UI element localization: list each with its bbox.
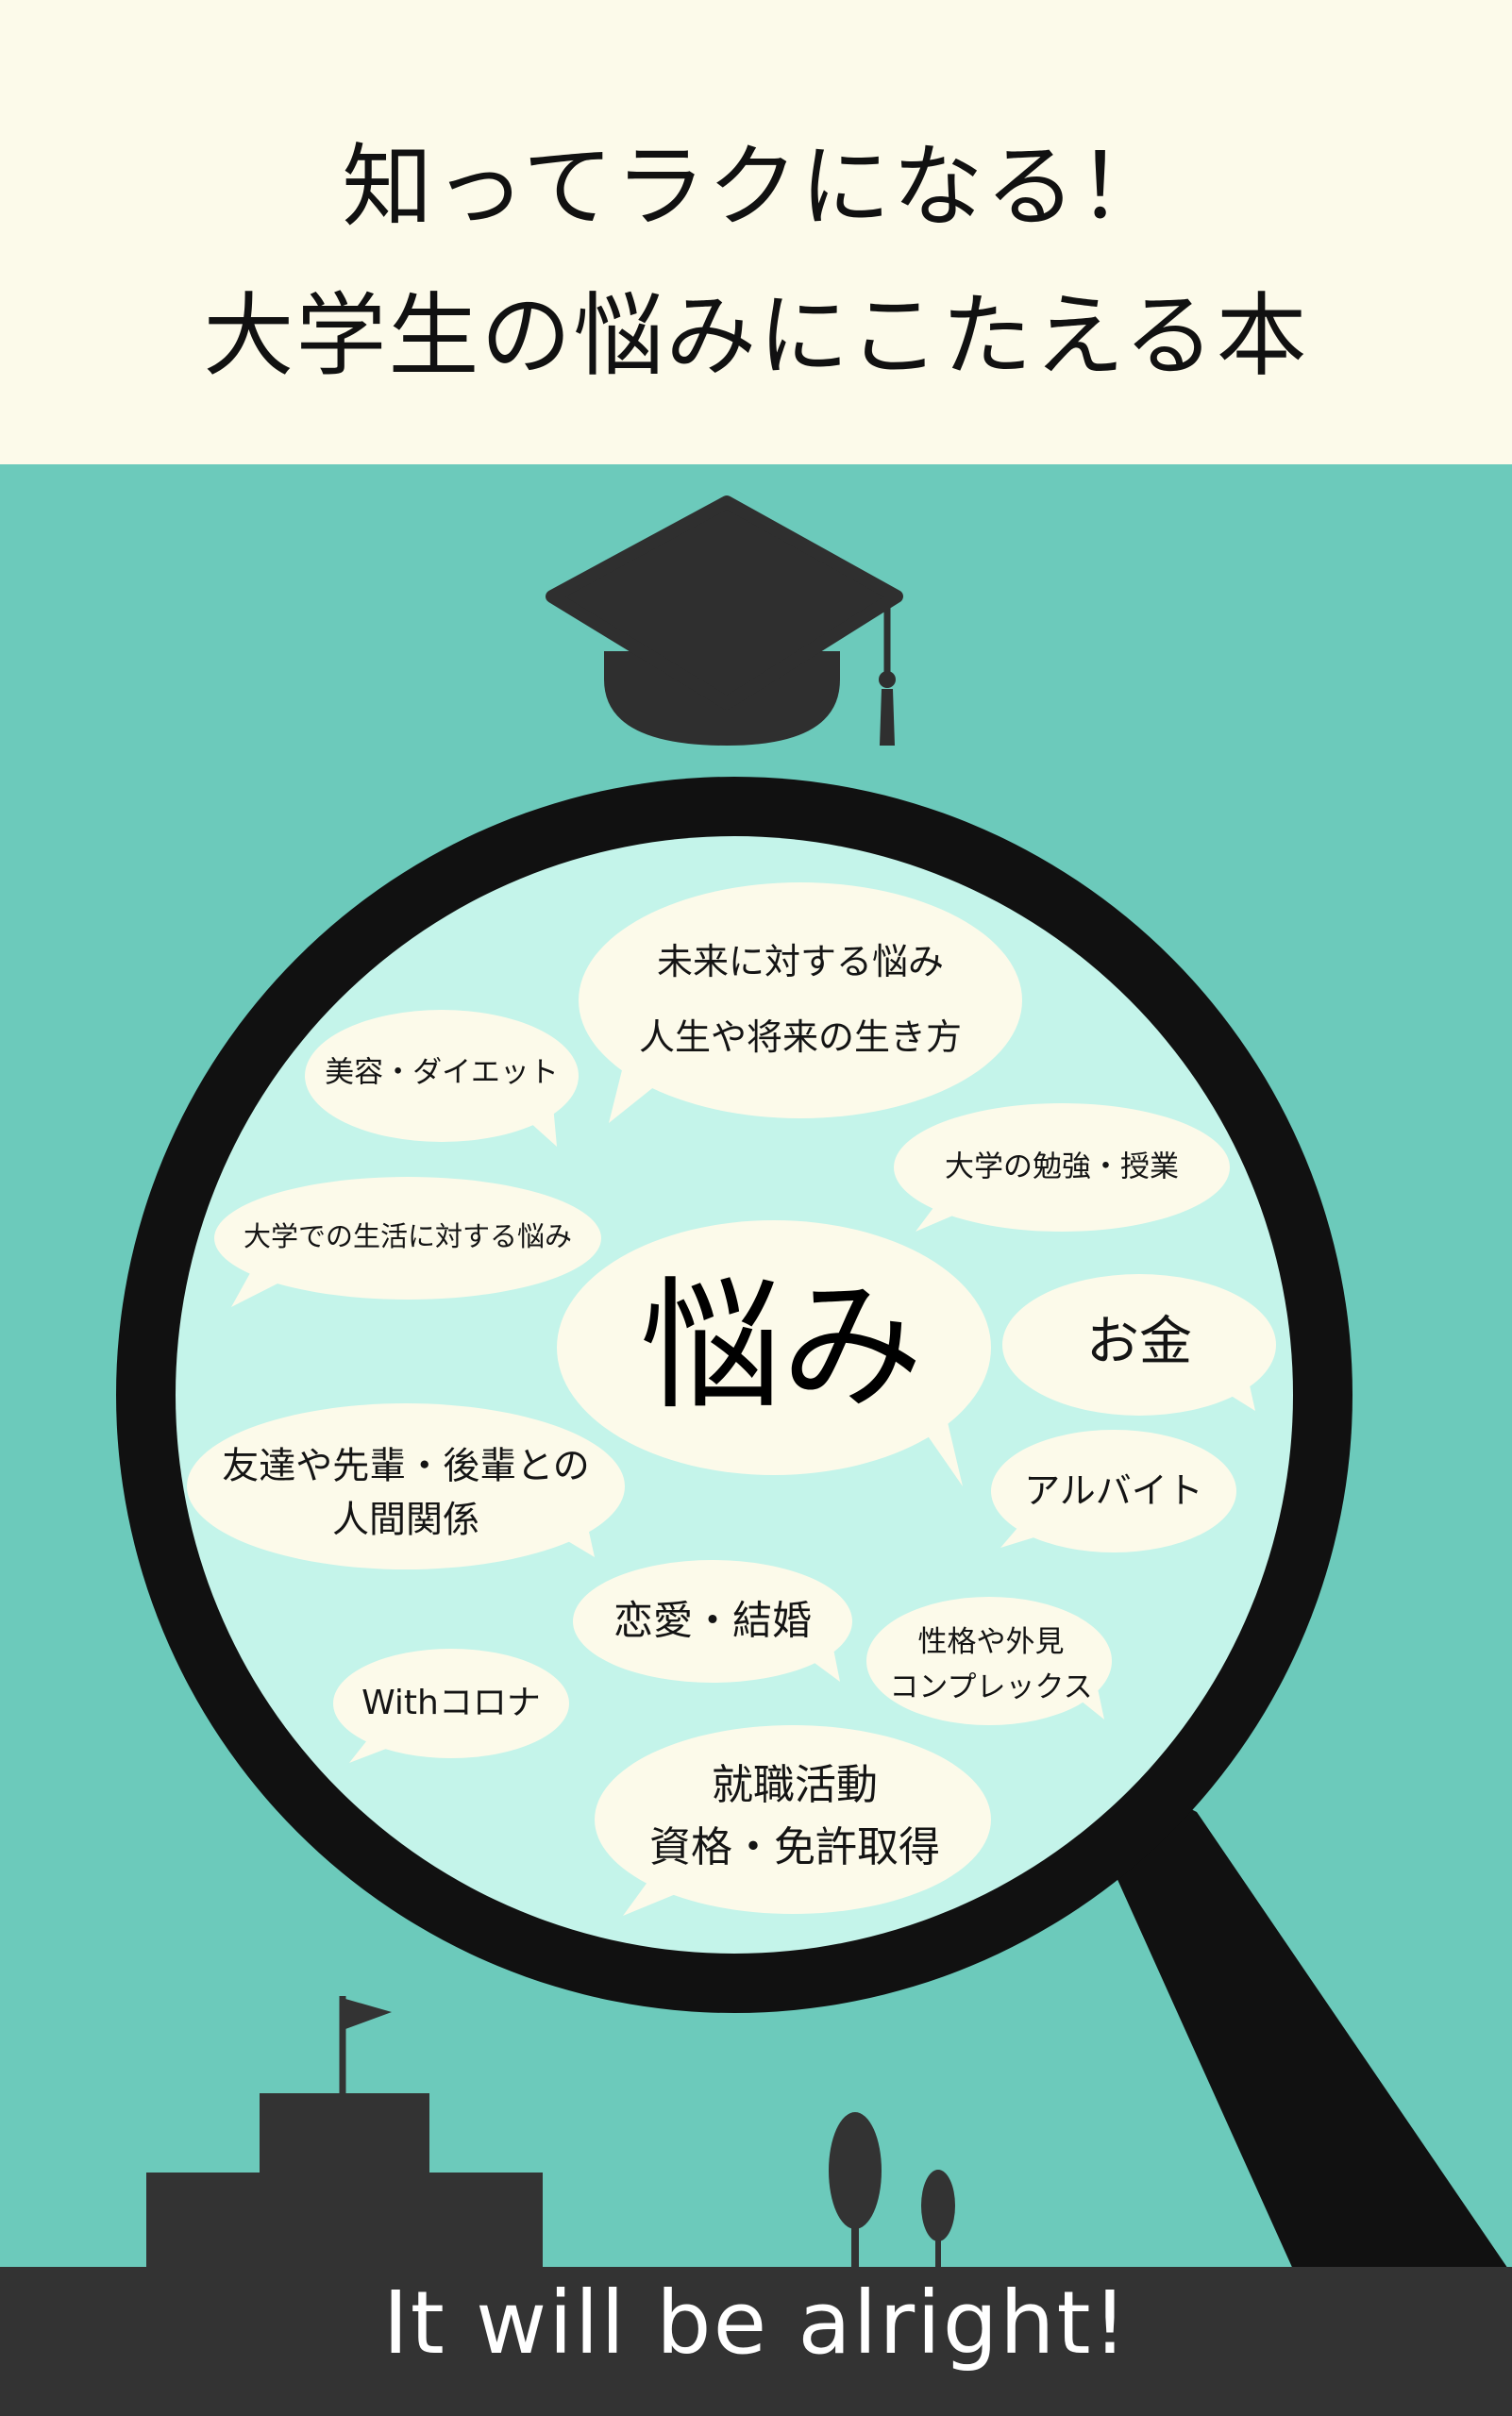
- bubble-corona-text: Withコロナ: [361, 1683, 541, 1722]
- bubble-center: [557, 1220, 991, 1486]
- bubble-friends: [187, 1403, 625, 1569]
- title-line-1: 知ってラクになる！: [342, 134, 1170, 240]
- bubble-part-time-text: アルバイト: [1024, 1469, 1203, 1512]
- tagline: It will be alright!: [382, 2273, 1130, 2374]
- bubble-study-text: 大学の勉強・授業: [945, 1149, 1179, 1184]
- bubble-career-text: 就職活動 資格・免許取得: [649, 1761, 940, 1871]
- university-building-silhouette: [146, 1996, 543, 2276]
- bubble-personality: [866, 1597, 1112, 1725]
- bubble-friends-text: 友達や先輩・後輩との 人間関係: [222, 1445, 590, 1541]
- bubble-love-text: 恋愛・結婚: [613, 1597, 813, 1644]
- bubble-campus-life: [214, 1177, 601, 1307]
- bubble-love: [573, 1560, 852, 1683]
- bubble-career: [595, 1725, 991, 1916]
- bubble-corona: [333, 1649, 569, 1763]
- bottom-bar: [0, 2267, 1512, 2416]
- bubble-campus-life-text: 大学での生活に対する悩み: [243, 1219, 573, 1252]
- tree-icon: [921, 2170, 955, 2274]
- bubble-future-text: 未来に対する悩み 人生や将来の生き方: [638, 941, 963, 1058]
- magnifier-handle: [1055, 1741, 1512, 2416]
- title-line-2: 大学生の悩みにこたえる本: [203, 283, 1309, 389]
- tree-icon: [829, 2112, 882, 2274]
- center-word: 悩み: [639, 1265, 924, 1430]
- bubble-study: [894, 1103, 1230, 1232]
- header-band: [0, 0, 1512, 464]
- bubble-personality-text: 性格や外見 コンプレックス: [889, 1624, 1093, 1704]
- graduation-cap-icon: [546, 495, 903, 746]
- bubble-part-time: [991, 1430, 1236, 1552]
- bubble-money: [1002, 1274, 1276, 1416]
- bubble-future: [579, 882, 1022, 1123]
- bubble-beauty: [305, 1010, 579, 1147]
- bubble-beauty-text: 美容・ダイエット: [325, 1055, 559, 1090]
- bubble-money-text: お金: [1086, 1311, 1192, 1373]
